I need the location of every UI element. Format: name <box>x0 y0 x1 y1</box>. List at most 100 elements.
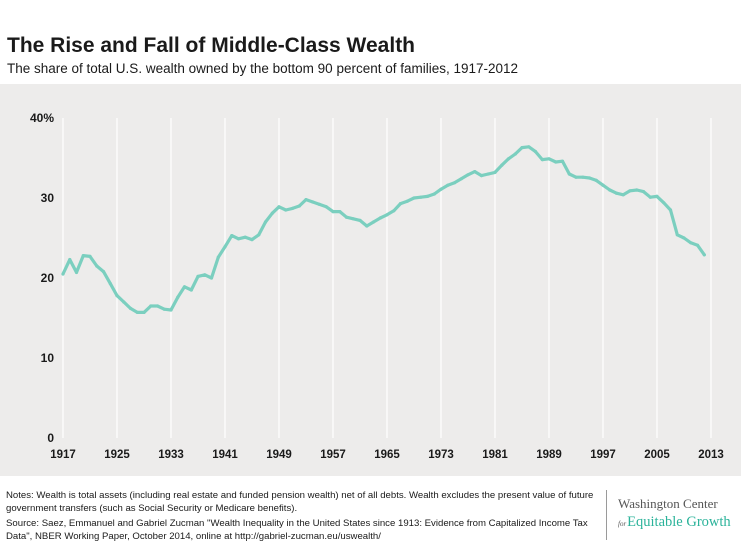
x-axis: 1917 1925 1933 1941 1949 1957 1965 1973 1981 1989… <box>50 449 724 461</box>
data-point <box>527 145 531 149</box>
data-point <box>182 285 187 289</box>
data-point <box>635 188 639 192</box>
data-point <box>662 201 666 205</box>
series-line <box>61 145 706 314</box>
x-tick-label: 1933 <box>158 449 184 461</box>
data-point <box>500 163 504 167</box>
data-point <box>324 205 328 209</box>
x-tick-label: 1957 <box>320 449 346 461</box>
data-point <box>88 254 92 258</box>
data-point <box>115 294 119 298</box>
chart-subtitle: The share of total U.S. wealth owned by … <box>7 61 519 76</box>
data-point <box>405 199 409 203</box>
x-tick-label: 1973 <box>428 449 454 461</box>
data-point <box>506 157 511 161</box>
data-point <box>270 211 274 215</box>
data-point <box>189 288 193 292</box>
data-point <box>574 175 578 179</box>
x-tick-label: 2013 <box>698 449 724 461</box>
data-point <box>466 173 470 177</box>
data-point <box>317 202 322 206</box>
data-point <box>581 175 585 179</box>
data-point <box>304 198 308 202</box>
data-point <box>122 300 126 304</box>
data-point <box>203 273 207 277</box>
data-point <box>81 254 85 258</box>
data-point <box>520 146 524 150</box>
data-point <box>689 241 693 245</box>
data-point <box>560 159 565 163</box>
data-point <box>668 208 673 212</box>
data-point <box>621 193 625 197</box>
data-point <box>459 177 463 181</box>
data-point <box>243 235 247 239</box>
data-point <box>432 192 436 196</box>
data-point <box>425 194 430 198</box>
data-point <box>473 170 477 174</box>
series-group <box>61 145 706 314</box>
data-point <box>351 217 355 221</box>
chart-footer: Notes: Wealth is total assets (including… <box>0 476 741 554</box>
gridlines <box>62 118 712 438</box>
data-point <box>682 236 686 240</box>
data-point <box>479 174 484 178</box>
data-point <box>196 274 200 278</box>
data-point <box>169 308 173 312</box>
data-point <box>74 270 79 274</box>
data-point <box>135 310 139 314</box>
y-tick-label: 20 <box>41 271 55 285</box>
data-point <box>95 264 99 268</box>
x-tick-label: 1941 <box>212 449 238 461</box>
data-point <box>608 188 612 192</box>
data-point <box>533 150 538 154</box>
y-tick-label: 40% <box>30 111 54 125</box>
data-point <box>331 210 335 214</box>
chart-title: The Rise and Fall of Middle-Class Wealth <box>7 34 416 57</box>
data-point <box>547 157 551 161</box>
x-tick-label: 1989 <box>536 449 562 461</box>
data-point <box>446 183 450 187</box>
data-point <box>297 204 301 208</box>
data-point <box>344 215 349 219</box>
data-point <box>439 187 443 191</box>
data-point <box>655 194 659 198</box>
logo-line-2: forEquitable Growth <box>618 513 740 531</box>
y-tick-label: 30 <box>41 191 55 205</box>
data-point <box>567 172 571 176</box>
data-point <box>540 158 544 162</box>
data-point <box>216 255 220 259</box>
data-point <box>365 224 369 228</box>
data-point <box>263 220 268 224</box>
data-point <box>236 237 241 241</box>
data-point <box>486 172 490 176</box>
x-tick-label: 1949 <box>266 449 292 461</box>
data-point <box>338 210 342 214</box>
data-point <box>230 234 234 238</box>
data-point <box>277 205 281 209</box>
data-point <box>311 200 315 204</box>
data-point <box>493 170 497 174</box>
logo-line-1: Washington Center <box>618 496 718 511</box>
data-point <box>358 218 362 222</box>
data-point <box>641 190 646 194</box>
data-point <box>513 152 517 156</box>
data-point <box>587 176 592 180</box>
x-tick-label: 1965 <box>374 449 400 461</box>
chart-source: Source: Saez, Emmanuel and Gabriel Zucma… <box>6 518 588 542</box>
data-point <box>385 213 389 217</box>
data-point <box>68 258 72 262</box>
data-point <box>594 178 598 182</box>
data-point <box>128 306 133 310</box>
data-point <box>284 208 288 212</box>
x-tick-label: 1917 <box>50 449 76 461</box>
data-point <box>250 238 254 242</box>
logo-equitable-growth: Equitable Growth <box>627 514 731 530</box>
plot-area: 0 10 20 30 40% 1917 1925 1933 1941 1949 1957 1965 1… <box>0 84 741 476</box>
data-point <box>614 191 619 195</box>
data-point <box>155 304 160 308</box>
data-point <box>452 181 457 185</box>
data-point <box>176 295 180 299</box>
data-point <box>695 243 700 247</box>
data-point <box>149 304 153 308</box>
